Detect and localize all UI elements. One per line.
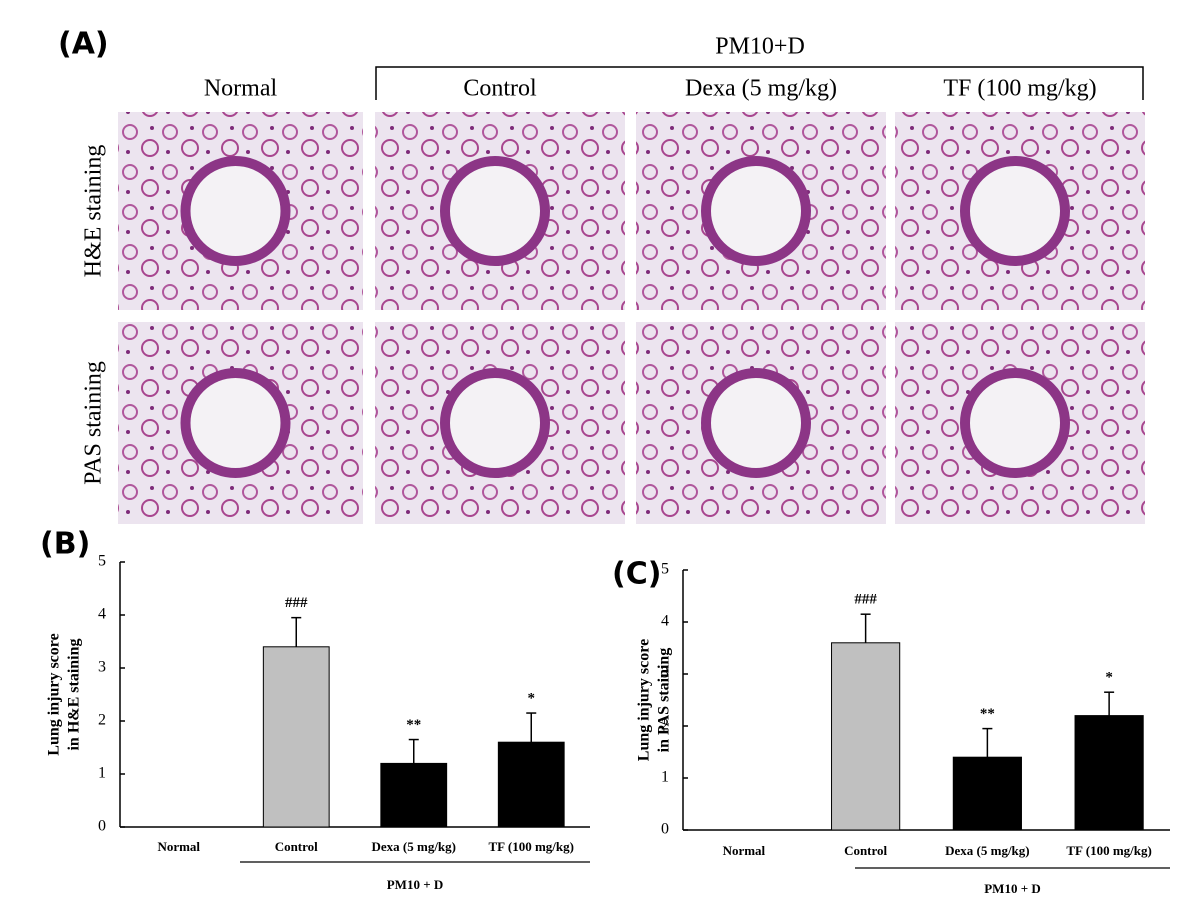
y-tick-label: 2 — [661, 717, 669, 734]
significance: ### — [285, 595, 308, 611]
y-tick-label: 0 — [661, 821, 669, 838]
panel-label: (A) — [58, 27, 109, 62]
airway — [701, 156, 811, 266]
bar — [952, 756, 1022, 831]
x-tick-label: Control — [844, 843, 887, 858]
x-tick-label: Normal — [723, 843, 766, 858]
x-tick-label: Dexa (5 mg/kg) — [372, 839, 457, 854]
group-label: PM10+D — [715, 34, 805, 60]
y-tick-label: 5 — [661, 561, 669, 578]
airway — [180, 368, 291, 478]
error-bar — [860, 613, 871, 643]
panel-label: (B) — [40, 527, 90, 562]
significance: * — [1105, 670, 1113, 686]
error-bar — [408, 738, 419, 764]
charts: (B)Lung injury score in H&E staining01234… — [40, 527, 1170, 896]
y-tick-label: 3 — [661, 665, 669, 682]
significance: * — [528, 690, 536, 706]
error-bar — [526, 712, 537, 743]
y-tick-label: 2 — [98, 712, 106, 729]
x-tick-label: Dexa (5 mg/kg) — [945, 843, 1030, 858]
y-tick-label: 4 — [98, 606, 106, 623]
column-header: TF (100 mg/kg) — [943, 76, 1096, 102]
bar-chart: (B) Lung injury score in H&E staining 0 1 2 3 4… — [40, 527, 590, 892]
y-axis-label: in PAS staining — [656, 648, 673, 753]
y-axis-label: Lung injury score — [636, 639, 653, 761]
x-tick-label: TF (100 mg/kg) — [489, 839, 574, 854]
x-tick-label: TF (100 mg/kg) — [1066, 843, 1151, 858]
y-tick-label: 1 — [98, 765, 106, 782]
x-tick-label: Control — [275, 839, 318, 854]
airway — [960, 156, 1070, 266]
significance: ** — [980, 706, 995, 722]
y-tick-label: 1 — [661, 769, 669, 786]
y-axis-label: in H&E staining — [66, 638, 83, 750]
row-label: PAS staining — [81, 361, 107, 485]
significance: ### — [854, 592, 877, 608]
bar-chart: (C) Lung injury score in PAS staining 0 1 2 3 4… — [612, 557, 1170, 896]
y-tick-label: 3 — [98, 659, 106, 676]
bar — [380, 762, 448, 828]
y-axis-label: Lung injury score — [46, 633, 63, 755]
bar — [1074, 715, 1144, 831]
column-header: Dexa (5 mg/kg) — [685, 76, 837, 102]
column-header: Normal — [204, 76, 278, 102]
airway — [960, 368, 1070, 478]
column-header: Control — [463, 76, 537, 102]
bar — [497, 741, 565, 828]
airway — [440, 368, 550, 478]
panel-a: (A) PM10+D Normal Control Dexa (5 mg/kg) TF (… — [58, 27, 1145, 524]
panel-label: (C) — [612, 557, 661, 592]
x-tick-label: Normal — [157, 839, 200, 854]
y-tick-label: 4 — [661, 613, 669, 630]
significance: ** — [406, 717, 421, 733]
airway — [701, 368, 811, 478]
bar — [262, 646, 330, 828]
airway — [180, 156, 291, 266]
airway — [440, 156, 550, 266]
bar — [831, 642, 901, 831]
group-label: PM10 + D — [984, 881, 1041, 896]
error-bar — [1104, 691, 1115, 716]
y-tick-label: 5 — [98, 553, 106, 570]
error-bar — [291, 616, 302, 647]
row-label: H&E staining — [81, 145, 107, 278]
error-bar — [982, 727, 993, 758]
group-bracket — [375, 66, 1144, 100]
y-tick-label: 0 — [98, 818, 106, 835]
group-label: PM10 + D — [387, 877, 444, 892]
